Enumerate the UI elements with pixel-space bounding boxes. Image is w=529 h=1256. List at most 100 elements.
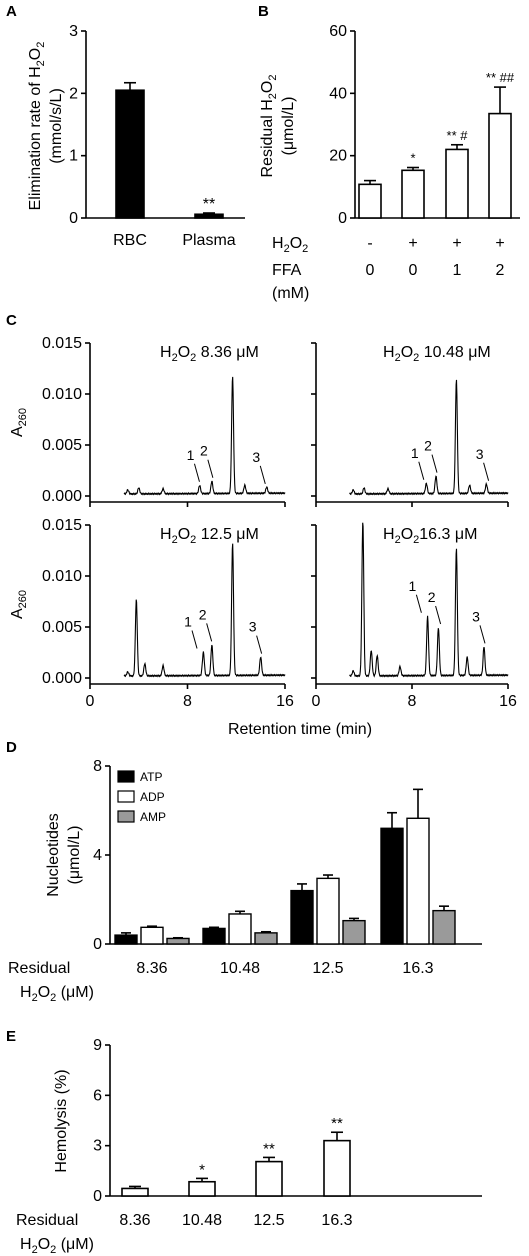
panel-c-y-label: A260: [9, 590, 29, 619]
panel-b-ffa-cell: 1: [453, 262, 462, 279]
panel-b-significance: *: [410, 151, 415, 166]
panel-c-peak-label: 3: [252, 449, 260, 465]
panel-e-x-tick-label: 16.3: [321, 1212, 352, 1229]
panel-c-x-tick-label: 8: [408, 693, 417, 710]
panel-d-bar-amp: [432, 909, 456, 945]
panel-e-significance: **: [331, 1115, 343, 1132]
panel-a-y-tick-label: 2: [69, 85, 78, 102]
panel-b-y-label: Residual H2O2: [259, 75, 279, 178]
panel-c-subplot-title: H2O2 12.5 μM: [160, 526, 259, 546]
panel-c-chromatogram-trace: [349, 522, 509, 678]
panel-c-peak-pointer: [418, 461, 425, 480]
panel-b-bar: [358, 183, 382, 219]
panel-a-bar: [115, 89, 145, 219]
panel-d-bar-amp: [166, 937, 190, 945]
panel-e-y-tick-label: 6: [93, 1087, 102, 1104]
panel-c-peak-pointer: [259, 465, 266, 484]
panel-d-y-tick-label: 8: [93, 758, 102, 775]
panel-c-x-tick-label: 0: [312, 693, 321, 710]
panel-b-row-label-mm: (mM): [272, 285, 309, 302]
panel-c-subplot-title: H2O2 10.48 μM: [383, 344, 491, 364]
panel-b-y-tick-label: 40: [329, 85, 347, 102]
panel-a-x-tick-label: Plasma: [182, 232, 235, 249]
panel-b-row-label-h2o2: H2O2: [272, 235, 308, 255]
panel-c-y-tick-label: 0.000: [42, 670, 82, 687]
panel-e-significance: *: [199, 1161, 205, 1178]
panel-c-peak-pointer: [479, 625, 486, 644]
panel-b-h2o2-cell: -: [367, 235, 372, 252]
panel-c-peak-label: 1: [184, 614, 192, 630]
panel-b-bar: [401, 169, 425, 219]
panel-c-peak-label: 2: [200, 443, 208, 459]
panel-c-peak-label: 2: [428, 589, 436, 605]
panel-c-peak-pointer: [193, 463, 200, 482]
panel-b-row-label-ffa: FFA: [272, 262, 302, 279]
panel-e-bar: [255, 1160, 283, 1197]
panel-e-significance: **: [263, 1140, 275, 1157]
panel-b-h2o2-cell: +: [408, 235, 417, 252]
panel-b-h2o2-cell: +: [495, 235, 504, 252]
panel-a-chart: 0 1 2 3 Elimination rate of H2O2(mmol/s/L) RB…: [27, 23, 245, 249]
panel-c-x-tick-label: 16: [499, 693, 517, 710]
panel-b-chart: 0 20 40 60 Residual H2O2(μmol/L) - 0 * +0 ** # +1 *…: [259, 23, 520, 302]
panel-c-chromatogram-trace: [123, 543, 286, 678]
panel-c-y-label: A260: [9, 408, 29, 437]
panel-b-bar: [488, 112, 512, 219]
panel-e-y-tick-label: 0: [93, 1188, 102, 1205]
panel-e-x-tick-label: 8.36: [119, 1212, 150, 1229]
panel-e-bar: [323, 1139, 351, 1197]
panel-c-peak-pointer: [256, 635, 263, 654]
panel-tag-a: A: [6, 3, 17, 20]
panel-d-bar-atp: [202, 927, 226, 945]
panel-c-peak-label: 1: [187, 447, 195, 463]
panel-d-y-tick-label: 0: [93, 936, 102, 953]
panel-c-peak-label: 2: [424, 438, 432, 454]
panel-d-bar-amp: [342, 919, 366, 945]
panel-c-peak-pointer: [206, 623, 213, 642]
panel-c-peak-label: 2: [199, 606, 207, 622]
panel-tag-e: E: [6, 1028, 16, 1045]
panel-d-bar-adp: [140, 926, 164, 945]
panel-d-x-tick-label: 10.48: [220, 960, 260, 977]
panel-c-x-tick-label: 8: [183, 693, 192, 710]
panel-d-legend-swatch: [117, 770, 135, 783]
panel-c-peak-label: 1: [411, 445, 419, 461]
panel-d-bar-adp: [316, 877, 340, 945]
panel-e-x-tick-label: 10.48: [182, 1212, 222, 1229]
panel-e-chart: 0 3 6 9 Hemolysis (%) 8.36 * 10.48 ** 12.5 ** 16.3 R…: [16, 1037, 482, 1256]
panel-d-x-tick-label: 8.36: [136, 960, 167, 977]
panel-b-significance: ** ##: [486, 70, 515, 85]
panel-c-chromatogram-trace: [123, 376, 286, 496]
panel-d-legend-label: ADP: [140, 790, 165, 804]
panel-c-peak-label: 3: [476, 446, 484, 462]
panel-c-peak-label: 1: [409, 578, 417, 594]
panel-d-bar-adp: [406, 817, 430, 945]
panel-e-x-row-label-2: H2O2 (μM): [20, 1236, 94, 1256]
panel-e-y-tick-label: 3: [93, 1138, 102, 1155]
panel-tag-d: D: [6, 739, 17, 756]
panel-c-y-tick-label: 0.005: [42, 619, 82, 636]
panel-c-y-tick-label: 0.015: [42, 335, 82, 352]
panel-c-x-label: Retention time (min): [228, 721, 372, 738]
panel-c-x-tick-label: 16: [276, 693, 294, 710]
panel-b-bar: [445, 148, 469, 219]
panel-tag-b: B: [258, 3, 269, 20]
panel-d-bar-atp: [290, 889, 314, 945]
panel-d-legend-label: AMP: [140, 810, 166, 824]
panel-c-subplot-title: H2O2 8.36 μM: [160, 344, 259, 364]
panel-d-x-tick-label: 16.3: [402, 960, 433, 977]
panel-tag-c: C: [6, 312, 17, 329]
panel-d-legend-label: ATP: [140, 770, 162, 784]
panel-e-x-tick-label: 12.5: [253, 1212, 284, 1229]
panel-c-y-tick-label: 0.010: [42, 386, 82, 403]
panel-d-x-row-label-2: H2O2 (μM): [20, 984, 94, 1004]
panel-e-y-tick-label: 9: [93, 1037, 102, 1054]
panel-d-bar-adp: [228, 913, 252, 945]
panel-d-legend-swatch: [117, 810, 135, 823]
panel-c-y-tick-label: 0.000: [42, 488, 82, 505]
panel-b-ffa-cell: 2: [496, 262, 505, 279]
panel-d-bar-amp: [254, 932, 278, 945]
panel-b-ffa-cell: 0: [366, 262, 375, 279]
